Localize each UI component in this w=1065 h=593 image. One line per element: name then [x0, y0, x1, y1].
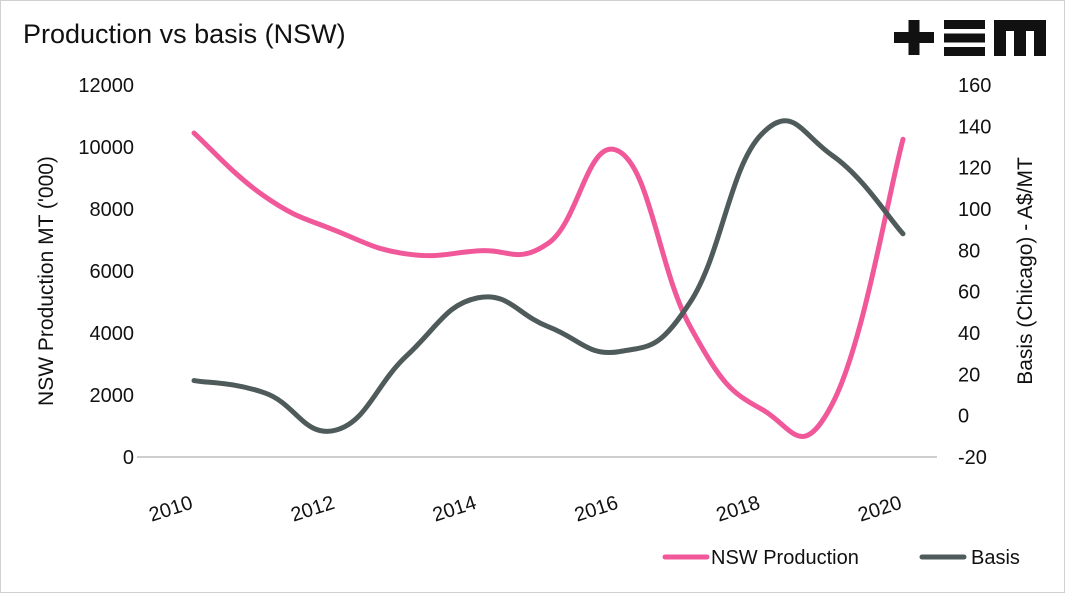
y-axis-title-right: Basis (Chicago) - A$/MT [1014, 157, 1037, 385]
y-tick-label-left: 0 [123, 447, 134, 469]
y-tick-label-left: 2000 [90, 385, 135, 407]
y-tick-label-left: 6000 [90, 261, 135, 283]
y-tick-label-right: 20 [958, 364, 980, 386]
brand-logo [894, 20, 1046, 56]
y-tick-label-right: 120 [958, 158, 991, 180]
y-tick-label-right: 0 [958, 406, 969, 428]
legend-label-production: NSW Production [711, 547, 859, 569]
legend-label-basis: Basis [971, 547, 1020, 569]
x-tick-label: 2016 [572, 492, 621, 527]
series-line-production [191, 130, 906, 439]
chart-title: Production vs basis (NSW) [23, 19, 346, 49]
series-layer [191, 118, 906, 439]
y-tick-label-left: 10000 [78, 137, 134, 159]
x-tick-label: 2020 [855, 492, 904, 527]
brand-logo-mark [894, 20, 1046, 56]
y-tick-label-left: 12000 [78, 75, 134, 97]
x-tick-label: 2010 [146, 492, 195, 527]
y-tick-label-right: 100 [958, 199, 991, 221]
right-axis-ticks: -20 0 20 40 60 80 100 120 140 160 [958, 75, 991, 469]
y-tick-label-right: 40 [958, 323, 980, 345]
legend: NSW Production Basis [662, 547, 1020, 569]
y-tick-label-left: 8000 [90, 199, 135, 221]
x-tick-label: 2018 [714, 492, 763, 527]
y-tick-label-right: 140 [958, 116, 991, 138]
x-tick-label: 2014 [430, 492, 479, 527]
y-tick-label-right: 60 [958, 282, 980, 304]
x-axis-ticks: 2010 2012 2014 2016 2018 2020 [146, 492, 904, 527]
left-axis-ticks: 0 2000 4000 6000 8000 10000 12000 [78, 75, 134, 469]
y-tick-label-right: 160 [958, 75, 991, 97]
y-tick-label-right: -20 [958, 447, 987, 469]
series-line-basis [191, 118, 906, 434]
x-tick-label: 2012 [288, 492, 337, 527]
y-tick-label-left: 4000 [90, 323, 135, 345]
y-axis-title-left: NSW Production MT ('000) [35, 156, 58, 406]
y-tick-label-right: 80 [958, 240, 980, 262]
